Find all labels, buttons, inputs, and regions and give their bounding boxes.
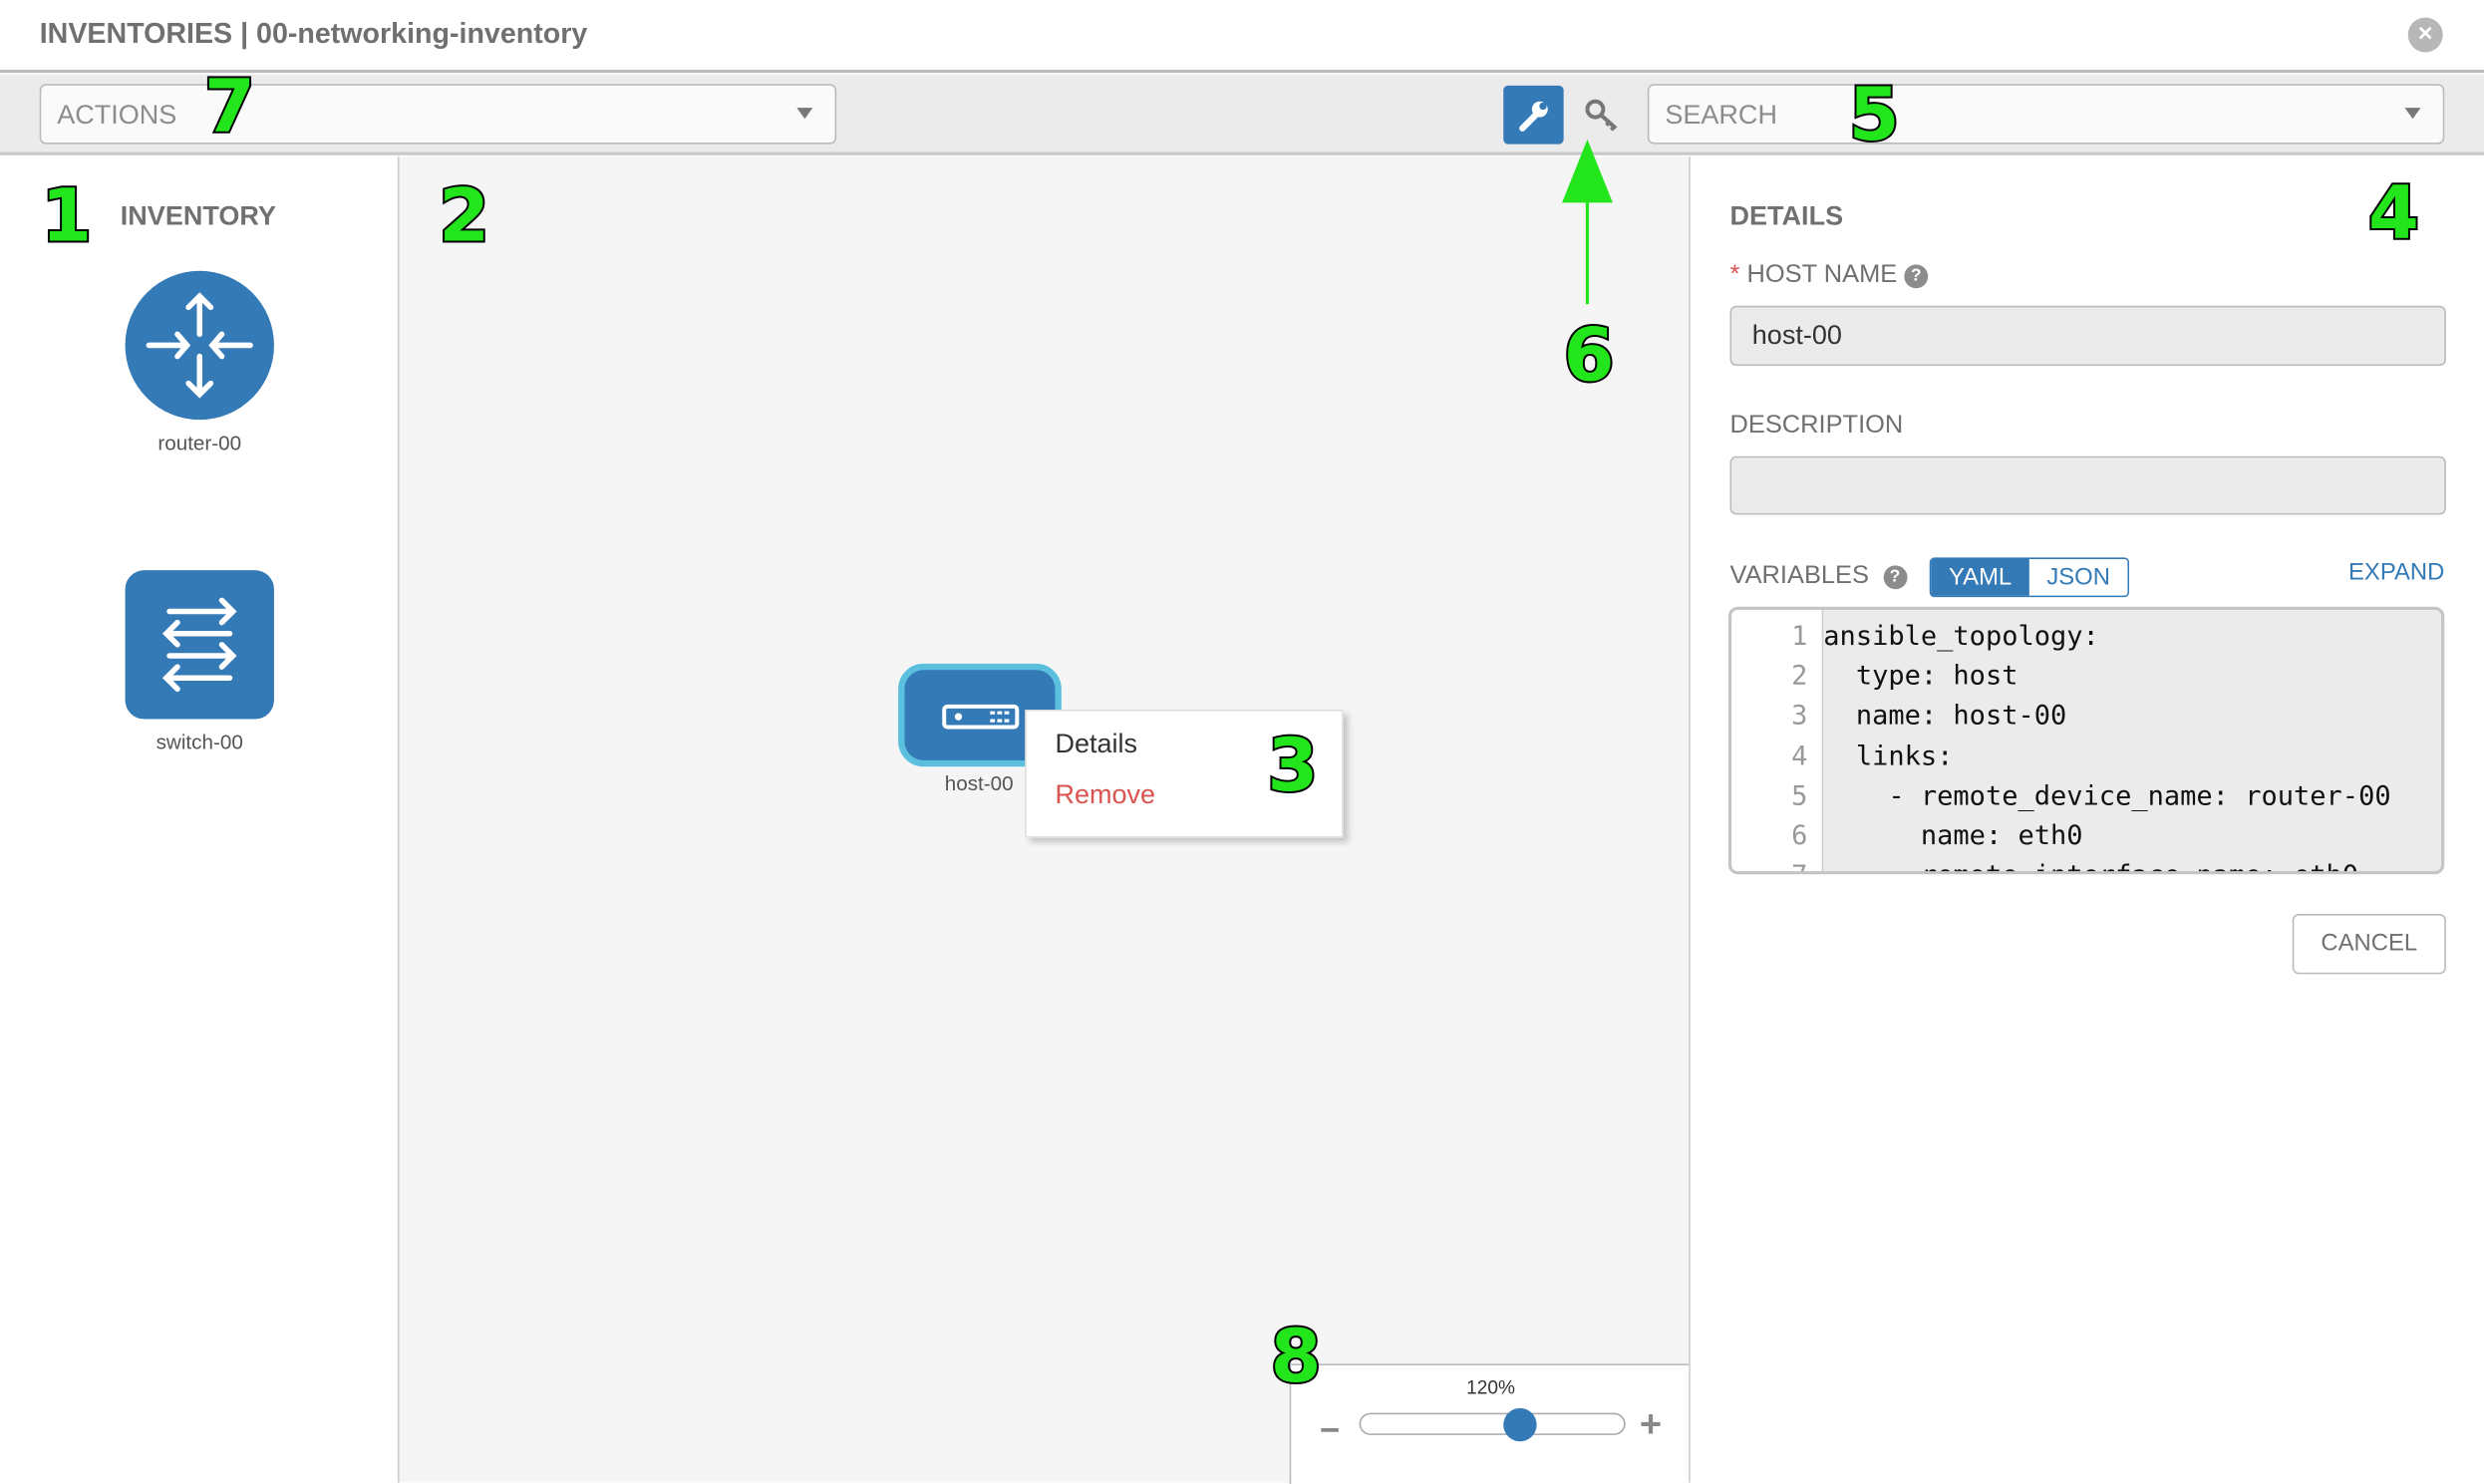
router-label: router-00 (157, 431, 242, 455)
router-icon (146, 292, 253, 399)
host-name-label-text: HOST NAME (1746, 261, 1898, 289)
wrench-button[interactable] (1503, 85, 1564, 145)
line-number: 5 (1791, 780, 1808, 813)
switch-icon (161, 597, 237, 693)
code-text: ansible_topology: (1823, 621, 2099, 653)
cancel-button[interactable]: CANCEL (2292, 914, 2446, 975)
expand-link[interactable]: EXPAND (2348, 559, 2445, 587)
line-number: 3 (1791, 701, 1808, 733)
help-icon[interactable]: ? (1904, 264, 1929, 289)
close-icon[interactable]: × (2407, 17, 2443, 53)
annotation-1: 1 (39, 172, 94, 259)
router-item[interactable] (125, 270, 274, 421)
wrench-icon (1519, 101, 1548, 132)
page-title: INVENTORIES | 00-networking-inventory (39, 17, 588, 50)
line-number: 7 (1731, 857, 1815, 871)
zoom-slider-handle[interactable] (1502, 1407, 1537, 1442)
zoom-value: 120% (1466, 1376, 1515, 1399)
topology-canvas[interactable]: host-00 Details Remove 120% − + (399, 156, 1690, 1484)
format-toggle: YAML JSON (1929, 557, 2130, 598)
variables-editor[interactable]: 1 ansible_topology: 2 type: host 3 name: ho… (1727, 606, 2445, 875)
code-text: links: (1823, 741, 1954, 772)
description-label: DESCRIPTION (1729, 412, 1904, 440)
menu-item-remove[interactable]: Remove (1055, 778, 1156, 810)
code-line: 7 remote_interface_name: eth0 (1731, 857, 2441, 871)
line-number: 1 (1791, 621, 1808, 653)
annotation-5: 5 (1847, 71, 1902, 157)
actions-label: ACTIONS (57, 100, 177, 131)
code-text: - remote_device_name: router-00 (1823, 780, 2391, 813)
code-text: name: eth0 (1823, 820, 2083, 853)
host-name-input[interactable]: host-00 (1729, 305, 2446, 367)
variables-label-text: VARIABLES (1729, 562, 1869, 590)
code-text: type: host (1823, 661, 2018, 693)
annotation-arrow-icon (1562, 139, 1613, 305)
code-text: remote_interface_name: eth0 (1815, 857, 2358, 871)
zoom-in-button[interactable]: + (1639, 1403, 1663, 1447)
toolbar: ACTIONS SEARCH (0, 74, 2484, 155)
zoom-slider[interactable] (1359, 1412, 1626, 1435)
annotation-7: 7 (202, 63, 257, 149)
required-mark: * (1729, 261, 1740, 289)
code-line: 3 name: host-00 (1731, 698, 2441, 738)
json-toggle[interactable]: JSON (2028, 559, 2128, 596)
search-dropdown[interactable]: SEARCH (1647, 84, 2445, 145)
annotation-4: 4 (2366, 169, 2421, 255)
chevron-down-icon (2404, 108, 2421, 120)
code-line: 5 - remote_device_name: router-00 (1731, 777, 2441, 817)
code-line: 2 type: host (1731, 658, 2441, 698)
code-text: name: host-00 (1823, 701, 2067, 733)
key-icon (1585, 99, 1618, 132)
line-number: 4 (1791, 741, 1808, 772)
variables-label: VARIABLES ? (1730, 562, 1907, 591)
annotation-8: 8 (1269, 1313, 1324, 1399)
line-number: 6 (1791, 820, 1808, 853)
code-line: 6 name: eth0 (1731, 817, 2441, 857)
switch-item[interactable] (125, 570, 274, 720)
zoom-out-button[interactable]: − (1319, 1409, 1341, 1450)
zoom-control: 120% − + (1289, 1363, 1690, 1484)
host-name-label: * HOST NAME ? (1730, 261, 1929, 290)
key-button[interactable] (1580, 92, 1628, 140)
help-icon[interactable]: ? (1883, 565, 1907, 590)
inventory-panel: INVENTORY router-00 switch-00 (0, 156, 400, 1483)
context-menu: Details Remove (1025, 710, 1344, 838)
menu-item-details[interactable]: Details (1055, 729, 1138, 759)
line-number: 2 (1791, 661, 1808, 693)
code-line: 4 links: (1731, 738, 2441, 777)
code-line: 1 ansible_topology: (1731, 618, 2441, 658)
chevron-down-icon (796, 108, 813, 120)
annotation-6: 6 (1562, 312, 1617, 398)
search-placeholder: SEARCH (1665, 100, 1777, 131)
actions-dropdown[interactable]: ACTIONS (39, 84, 837, 145)
details-title: DETAILS (1729, 200, 1844, 232)
line-gutter (1731, 609, 1824, 872)
annotation-2: 2 (437, 172, 491, 259)
code-lines: 1 ansible_topology: 2 type: host 3 name: ho… (1731, 618, 2441, 871)
yaml-toggle[interactable]: YAML (1931, 559, 2029, 596)
annotation-3: 3 (1265, 722, 1320, 808)
host-icon (942, 704, 1020, 730)
host-label: host-00 (944, 770, 1014, 795)
inventory-title: INVENTORY (120, 200, 276, 232)
header: INVENTORIES | 00-networking-inventory × (0, 0, 2484, 74)
description-input[interactable] (1729, 455, 2446, 515)
switch-label: switch-00 (155, 730, 243, 754)
